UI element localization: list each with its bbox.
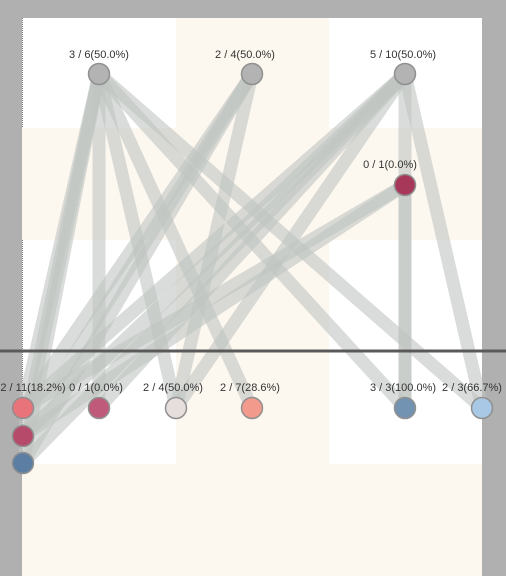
top-node-label: 5 / 10(50.0%) [370,49,436,61]
link-t4-b1b [16,178,412,443]
bottom-node-b1b[interactable] [11,424,35,448]
top-node-label: 0 / 1(0.0%) [363,159,417,171]
top-node-t4[interactable] [393,173,417,197]
right-frame [482,0,506,576]
bottom-node-b1c[interactable] [11,451,35,475]
bottom-node-b5[interactable] [393,396,417,420]
bottom-node-b4[interactable] [240,396,264,420]
top-node-t3[interactable] [393,62,417,86]
top-frame [0,0,506,18]
bottom-node-label: 3 / 3(100.0%) [370,382,436,394]
bottom-node-b1[interactable] [11,396,35,420]
left-frame [0,0,22,576]
bottom-node-label: 2 / 11(18.2%) [0,382,65,394]
top-node-label: 2 / 4(50.0%) [215,49,275,61]
bg-tint-block [22,464,482,576]
bottom-node-b3[interactable] [164,396,188,420]
bottom-node-b6[interactable] [470,396,494,420]
bottom-node-label: 2 / 7(28.6%) [220,382,280,394]
top-node-t1[interactable] [87,62,111,86]
top-node-t2[interactable] [240,62,264,86]
bottom-node-label: 2 / 4(50.0%) [143,382,203,394]
top-node-label: 3 / 6(50.0%) [69,49,129,61]
bottom-node-b2[interactable] [87,396,111,420]
bottom-node-label: 2 / 3(66.7%) [442,382,502,394]
bottom-node-label: 0 / 1(0.0%) [69,382,123,394]
